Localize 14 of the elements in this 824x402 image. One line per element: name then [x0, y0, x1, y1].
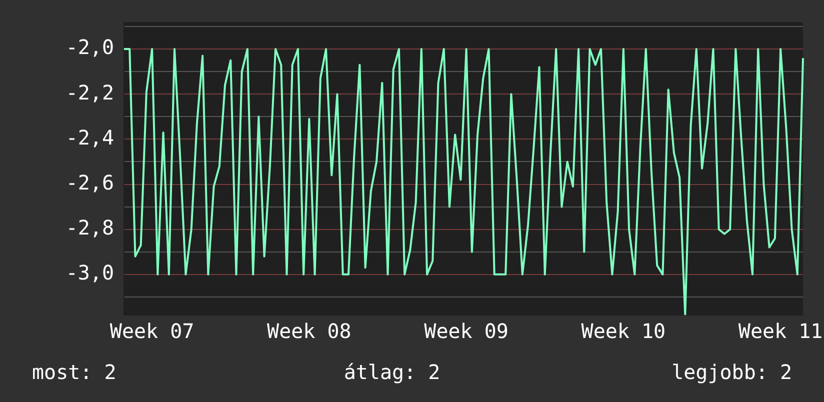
x-tick-label: Week 08 [267, 319, 352, 344]
y-tick-label: -2,2 [66, 80, 114, 104]
x-tick-label: Week 09 [424, 319, 508, 344]
y-tick-label: -2,0 [66, 35, 114, 60]
text: most: 2 [32, 360, 116, 384]
y-tick-label: -3,0 [66, 260, 114, 285]
y-tick-label: -2,4 [66, 125, 114, 150]
x-tick-label: Week 10 [581, 319, 666, 344]
x-tick-label: Week 11 [738, 319, 823, 344]
text: legjobb: 2 [672, 360, 792, 384]
x-tick-label: Week 07 [110, 319, 194, 344]
text: átlag: 2 [344, 360, 440, 384]
y-tick-label: -2,8 [66, 216, 114, 240]
y-tick-label: -2,6 [66, 170, 114, 194]
